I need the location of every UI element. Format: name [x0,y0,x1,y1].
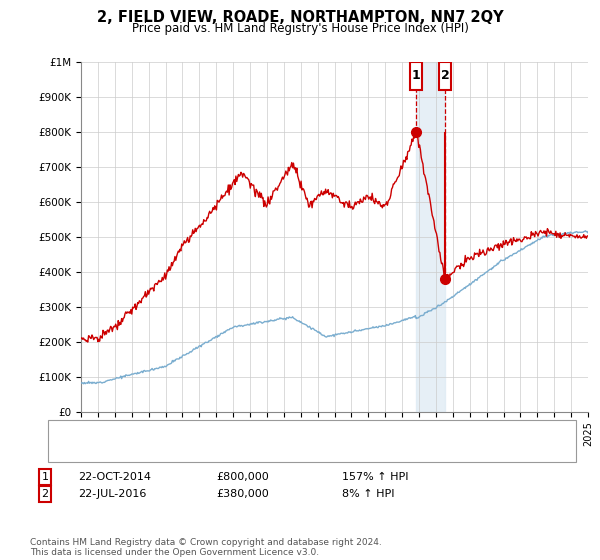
Text: 22-JUL-2016: 22-JUL-2016 [78,489,146,499]
Text: 2: 2 [41,489,49,499]
Bar [410,62,422,90]
Bar [439,62,451,90]
Text: 8% ↑ HPI: 8% ↑ HPI [342,489,395,499]
Text: £800,000: £800,000 [216,472,269,482]
Text: £380,000: £380,000 [216,489,269,499]
Text: 2, FIELD VIEW, ROADE, NORTHAMPTON, NN7 2QY (detached house): 2, FIELD VIEW, ROADE, NORTHAMPTON, NN7 2… [99,427,451,437]
Text: Contains HM Land Registry data © Crown copyright and database right 2024.
This d: Contains HM Land Registry data © Crown c… [30,538,382,557]
Text: 1: 1 [412,69,421,82]
Bar [416,62,445,412]
Text: HPI: Average price, detached house, West Northamptonshire: HPI: Average price, detached house, West… [99,445,416,455]
Text: 2: 2 [441,69,449,82]
Text: 2, FIELD VIEW, ROADE, NORTHAMPTON, NN7 2QY: 2, FIELD VIEW, ROADE, NORTHAMPTON, NN7 2… [97,10,503,25]
Text: Price paid vs. HM Land Registry's House Price Index (HPI): Price paid vs. HM Land Registry's House … [131,22,469,35]
Text: 1: 1 [41,472,49,482]
Text: 22-OCT-2014: 22-OCT-2014 [78,472,151,482]
Text: 157% ↑ HPI: 157% ↑ HPI [342,472,409,482]
